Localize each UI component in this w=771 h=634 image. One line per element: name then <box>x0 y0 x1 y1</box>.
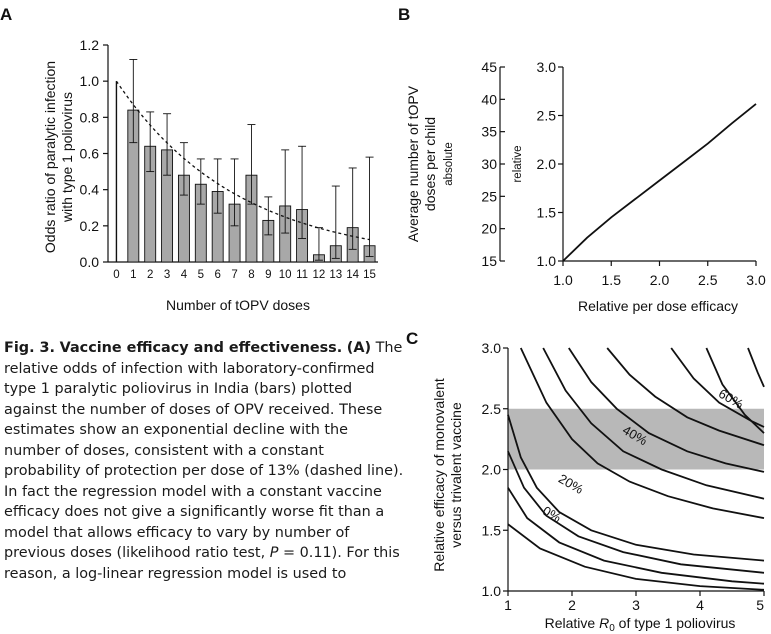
panel-b-abs-tick-label: 30 <box>481 156 497 172</box>
panel-a-xtick-label: 7 <box>231 269 237 281</box>
caption-body-end: = 0.11). For this reason, a log-linear r… <box>4 545 400 582</box>
panel-b-ytick-label: 2.0 <box>537 156 557 172</box>
panel-c-contour-line <box>507 487 765 585</box>
panel-c-contour-line <box>519 347 765 519</box>
panel-b-xtick-label: 2.0 <box>650 272 670 288</box>
panel-a-xtick-label: 5 <box>198 269 204 281</box>
panel-b-abs-tick-label: 35 <box>481 124 497 140</box>
panel-c-xtick-label: 5 <box>756 597 764 613</box>
panel-a-xtick-label: 12 <box>313 269 326 281</box>
figure-caption: Fig. 3. Vaccine efficacy and effectivene… <box>4 338 404 584</box>
panel-c-ytick-label: 1.0 <box>482 583 502 599</box>
panel-a-ytick-label: 1.0 <box>80 73 100 89</box>
panel-c-contour-line <box>542 347 765 500</box>
panel-a-xtick-label: 10 <box>279 269 292 281</box>
caption-body: The relative odds of infection with labo… <box>4 340 404 561</box>
panel-a-xtick-label: 6 <box>214 269 220 281</box>
panel-c-xtick-label: 3 <box>632 597 640 613</box>
panel-b-ytick-label: 1.0 <box>537 253 557 269</box>
panel-a-xtick-label: 4 <box>181 269 188 281</box>
caption-p-symbol: P <box>269 545 279 561</box>
panel-a-xtick-label: 15 <box>363 269 376 281</box>
panel-c-ylabel-line1: Relative efficacy of monovalent <box>431 378 447 572</box>
panel-a-ytick-label: 0.0 <box>80 254 100 270</box>
panel-a-xlabel: Number of tOPV doses <box>166 297 310 313</box>
panel-a-ytick-label: 0.6 <box>80 146 100 162</box>
panel-c-contour-line <box>507 450 765 574</box>
panel-a-xtick-label: 8 <box>248 269 254 281</box>
panel-b-letter: B <box>398 5 410 24</box>
panel-b-ylabel-line2: doses per child <box>422 117 438 211</box>
panel-a-xtick-label: 3 <box>164 269 170 281</box>
panel-a-ytick-label: 0.8 <box>80 109 100 125</box>
panel-a-xtick-label: 1 <box>130 269 136 281</box>
panel-b-xtick-label: 3.0 <box>746 272 766 288</box>
panel-a-ytick-label: 0.2 <box>80 218 100 234</box>
panel-b-xtick-label: 1.5 <box>602 272 622 288</box>
panel-c-ytick-label: 3.0 <box>482 340 502 356</box>
panel-b-abs-tick-label: 45 <box>481 59 497 75</box>
panel-b-series-line <box>562 103 757 262</box>
panel-b-xlabel: Relative per dose efficacy <box>578 298 738 314</box>
panel-a-xtick-label: 13 <box>329 269 342 281</box>
panel-c-contour-line <box>747 347 765 388</box>
panel-a-xtick-label: 11 <box>296 269 308 281</box>
panel-c-ytick-label: 1.5 <box>482 522 502 538</box>
panel-c-contour-line <box>705 347 765 434</box>
panel-c-ylabel-line2: versus trivalent vaccine <box>448 402 464 548</box>
caption-panel-ref: (A) <box>346 340 372 356</box>
panel-c-contour-label: 60% <box>716 386 746 412</box>
panel-c-contour-line <box>507 523 765 591</box>
panel-a-ytick-label: 1.2 <box>80 37 100 53</box>
panel-c-letter: C <box>406 329 418 348</box>
panel-c: C Relative efficacy of monovalent versus… <box>406 329 765 634</box>
caption-fig-label: Fig. 3. <box>4 340 56 356</box>
panel-b-ylabel-absolute: absolute <box>443 142 455 185</box>
panel-c-contour-label: 0% <box>540 503 564 526</box>
caption-title: Vaccine efficacy and effectiveness. <box>59 340 343 356</box>
panel-a-xtick-label: 0 <box>113 269 119 281</box>
panel-c-contour-label: 20% <box>556 471 586 497</box>
panel-c-xlabel: Relative R0 of type 1 poliovirus <box>545 615 736 634</box>
panel-c-contour-line <box>507 414 765 562</box>
panel-b: B Average number of tOPV doses per child… <box>398 5 766 314</box>
panel-a-xtick-label: 14 <box>346 269 359 281</box>
panel-b-xtick-label: 2.5 <box>698 272 718 288</box>
panel-a-xtick-label: 9 <box>265 269 271 281</box>
panel-b-ylabel-relative: relative <box>512 145 524 182</box>
panel-b-ytick-label: 2.5 <box>537 108 557 124</box>
panel-c-contour-line <box>606 347 765 447</box>
panel-c-ytick-label: 2.0 <box>482 462 502 478</box>
panel-c-xtick-label: 1 <box>504 597 512 613</box>
panel-a-ylabel-line1: Odds ratio of paralytic infection <box>42 61 58 253</box>
panel-a-ylabel-line2: with type 1 poliovirus <box>59 92 75 223</box>
panel-b-abs-tick-label: 25 <box>481 188 497 204</box>
panel-c-xtick-label: 4 <box>696 597 704 613</box>
panel-c-shaded-band <box>508 408 764 470</box>
panel-b-abs-tick-label: 40 <box>481 91 497 107</box>
panel-b-abs-tick-label: 15 <box>481 253 497 269</box>
panel-a-ytick-label: 0.4 <box>80 182 100 198</box>
panel-a: A Odds ratio of paralytic infection with… <box>0 5 378 313</box>
panel-b-xtick-label: 1.0 <box>553 272 573 288</box>
panel-a-fit-line <box>115 80 370 241</box>
panel-c-ytick-label: 2.5 <box>482 401 502 417</box>
panel-a-xtick-label: 2 <box>147 269 153 281</box>
panel-a-letter: A <box>0 5 12 24</box>
panel-b-abs-tick-label: 20 <box>481 221 497 237</box>
panel-b-ylabel-line1: Average number of tOPV <box>405 85 421 242</box>
panel-c-xtick-label: 2 <box>568 597 576 613</box>
panel-b-ytick-label: 3.0 <box>537 59 557 75</box>
panel-c-contour-line <box>670 347 765 428</box>
panel-c-contour-line <box>568 347 765 473</box>
panel-b-ytick-label: 1.5 <box>537 205 557 221</box>
